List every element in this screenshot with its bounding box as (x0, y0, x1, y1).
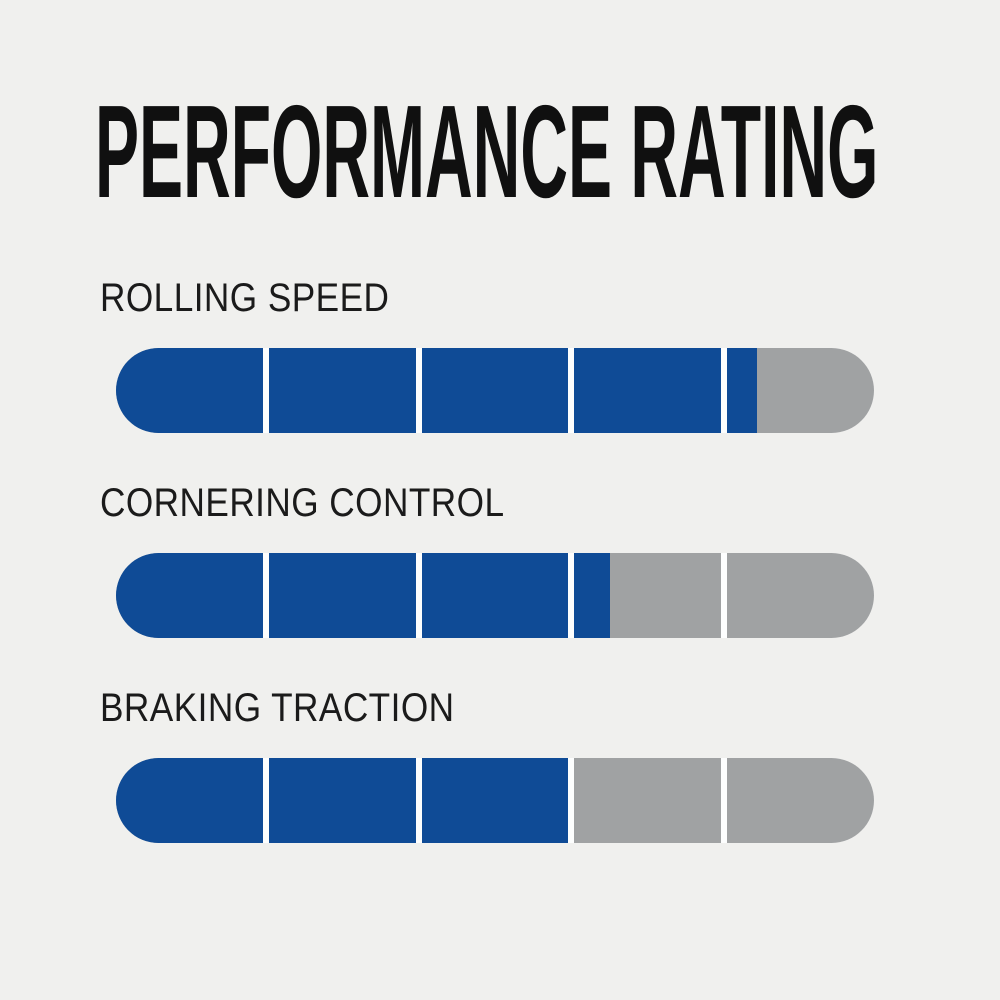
page-title-text: PERFORMANCE RATING (95, 78, 879, 225)
rating-segment (727, 553, 874, 638)
rating-segment (116, 758, 263, 843)
rating-segment (268, 553, 416, 638)
rating-segment-fill (268, 348, 416, 433)
rating-segment-fill (116, 553, 263, 638)
rating-segment (421, 553, 569, 638)
rating-label-braking-traction: BRAKING TRACTION (100, 688, 503, 728)
rating-segment-fill (574, 348, 722, 433)
rating-segment (727, 348, 874, 433)
rating-label-text: CORNERING CONTROL (100, 481, 505, 525)
rating-segment-fill (116, 758, 263, 843)
rating-segment (574, 758, 722, 843)
rating-segment (727, 758, 874, 843)
rating-segment-fill (574, 553, 610, 638)
rating-segment (574, 553, 722, 638)
rating-label-rolling-speed: ROLLING SPEED (100, 278, 429, 318)
rating-segment-fill (116, 348, 263, 433)
rating-segment (421, 348, 569, 433)
rating-segment-fill (421, 553, 569, 638)
rating-segment (268, 758, 416, 843)
rating-bar-cornering-control (116, 553, 874, 638)
rating-label-cornering-control: CORNERING CONTROL (100, 483, 560, 523)
rating-segment (116, 553, 263, 638)
rating-segment (421, 758, 569, 843)
rating-segment-fill (421, 758, 569, 843)
rating-segment (116, 348, 263, 433)
rating-segment-fill (421, 348, 569, 433)
rating-segment (268, 348, 416, 433)
rating-segment-fill (268, 553, 416, 638)
rating-segment-fill (727, 348, 757, 433)
rating-bar-braking-traction (116, 758, 874, 843)
page-title: PERFORMANCE RATING (95, 86, 1000, 218)
rating-label-text: BRAKING TRACTION (100, 686, 455, 730)
rating-label-text: ROLLING SPEED (100, 276, 390, 320)
rating-segment (574, 348, 722, 433)
rating-bar-rolling-speed (116, 348, 874, 433)
rating-segment-fill (268, 758, 416, 843)
